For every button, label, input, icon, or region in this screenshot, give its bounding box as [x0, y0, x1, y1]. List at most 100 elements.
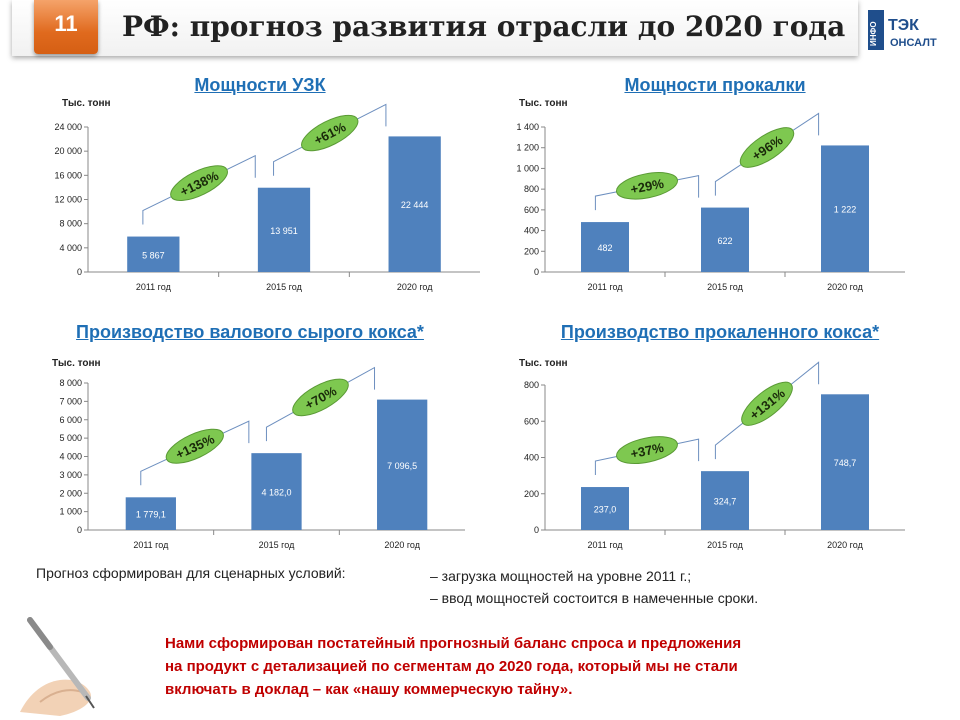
y-tick-label: 16 000 [54, 170, 82, 180]
chart-title-calcined-coke: Производство прокаленного кокса* [560, 322, 880, 342]
footer-line-2: на продукт с детализацией по сегментам д… [165, 658, 738, 675]
y-tick-label: 2 000 [59, 488, 82, 498]
y-tick-label: 5 000 [59, 433, 82, 443]
y-tick-label: 200 [524, 246, 539, 256]
y-tick-label: 24 000 [54, 122, 82, 132]
y-tick-label: 800 [524, 184, 539, 194]
growth-badge [170, 165, 228, 201]
growth-badge [739, 127, 795, 168]
x-tick-label: 2015 год [266, 282, 302, 292]
y-tick-label: 200 [524, 489, 539, 499]
growth-badge [616, 172, 678, 200]
unit-label: Тыс. тонн [519, 358, 568, 369]
x-tick-label: 2011 год [136, 282, 172, 292]
y-tick-label: 600 [524, 205, 539, 215]
growth-badge-label: +37% [629, 440, 665, 462]
x-tick-label: 2020 год [397, 282, 433, 292]
bar-value-label: 482 [597, 243, 612, 253]
y-tick-label: 4 000 [59, 452, 82, 462]
bar [127, 236, 180, 272]
hand-crease [39, 689, 83, 703]
y-tick-label: 0 [77, 525, 82, 535]
growth-badge [292, 378, 349, 417]
y-tick-label: 1 200 [516, 143, 539, 153]
chart-title-uzk: Мощности УЗК [194, 75, 326, 95]
slide-header: 11 РФ: прогноз развития отрасли до 2020 … [12, 0, 858, 56]
bar [251, 453, 302, 530]
bar [388, 136, 441, 272]
bar-value-label: 324,7 [714, 497, 737, 507]
growth-badge [165, 428, 224, 464]
y-tick-label: 1 000 [59, 507, 82, 517]
footer-statement: Нами сформирован постатейный прогнозный … [165, 632, 905, 701]
growth-badge-label: +29% [629, 176, 665, 197]
x-tick-label: 2015 год [707, 540, 743, 550]
y-tick-label: 0 [534, 267, 539, 277]
y-tick-label: 3 000 [59, 470, 82, 480]
x-tick-label: 2020 год [827, 540, 863, 550]
y-tick-label: 7 000 [59, 396, 82, 406]
footer-line-3: включать в доклад – как «нашу коммерческ… [165, 681, 573, 698]
x-tick-label: 2011 год [133, 540, 169, 550]
bar [257, 187, 311, 272]
y-tick-label: 400 [524, 453, 539, 463]
bar-value-label: 5 867 [142, 250, 165, 260]
x-tick-label: 2011 год [588, 282, 624, 292]
pen-tip [85, 695, 95, 709]
bar-value-label: 1 779,1 [136, 510, 166, 520]
x-tick-label: 2011 год [588, 540, 624, 550]
x-tick-label: 2020 год [384, 540, 420, 550]
bar-value-label: 237,0 [594, 505, 617, 515]
y-tick-label: 600 [524, 416, 539, 426]
y-tick-label: 20 000 [54, 146, 82, 156]
slide-title: РФ: прогноз развития отрасли до 2020 год… [122, 10, 846, 43]
bar-value-label: 622 [717, 236, 732, 246]
chart-title-green-coke: Производство валового сырого кокса* [76, 322, 424, 342]
bar [821, 145, 869, 272]
bar-value-label: 22 444 [401, 200, 429, 210]
bar-value-label: 4 182,0 [261, 488, 291, 498]
y-tick-label: 8 000 [59, 219, 82, 229]
y-tick-label: 1 000 [516, 163, 539, 173]
y-tick-label: 4 000 [59, 243, 82, 253]
pen-cap [27, 617, 53, 650]
y-tick-label: 6 000 [59, 415, 82, 425]
y-tick-label: 0 [77, 267, 82, 277]
y-tick-label: 0 [534, 525, 539, 535]
company-logo: ИНФО ТЭК ОНСАЛТ [868, 10, 937, 50]
unit-label: Тыс. тонн [52, 358, 101, 369]
bar-value-label: 1 222 [834, 205, 857, 215]
logo-text-main: ТЭК [888, 17, 919, 34]
y-tick-label: 12 000 [54, 195, 82, 205]
footer-line-1: Нами сформирован постатейный прогнозный … [165, 635, 742, 652]
bar-value-label: 7 096,5 [387, 461, 417, 471]
bar [701, 207, 749, 272]
x-tick-label: 2020 год [827, 282, 863, 292]
growth-badge [741, 381, 793, 426]
scenario-condition-2: – ввод мощностей состоится в намеченные … [430, 590, 759, 606]
unit-label: Тыс. тонн [519, 98, 568, 109]
hand-pen-illustration [20, 617, 95, 716]
bar [581, 222, 629, 272]
bar [581, 487, 629, 530]
bar [377, 399, 428, 530]
bar [125, 497, 176, 530]
logo-bar [868, 10, 884, 50]
hand-shape [20, 679, 91, 716]
logo-text-top: ИНФО [869, 21, 878, 46]
logo-text-bottom: ОНСАЛТ [890, 37, 937, 49]
y-tick-label: 800 [524, 380, 539, 390]
y-tick-label: 1 400 [516, 122, 539, 132]
y-tick-label: 8 000 [59, 378, 82, 388]
unit-label: Тыс. тонн [62, 98, 111, 109]
bar-value-label: 13 951 [270, 226, 298, 236]
slide-number: 11 [34, 0, 98, 54]
y-tick-label: 400 [524, 226, 539, 236]
scenario-note-label: Прогноз сформирован для сценарных услови… [36, 565, 346, 581]
growth-badge [301, 114, 359, 152]
bar-value-label: 748,7 [834, 458, 857, 468]
bar [701, 471, 749, 530]
x-tick-label: 2015 год [259, 540, 295, 550]
scenario-condition-1: – загрузка мощностей на уровне 2011 г.; [430, 568, 692, 584]
